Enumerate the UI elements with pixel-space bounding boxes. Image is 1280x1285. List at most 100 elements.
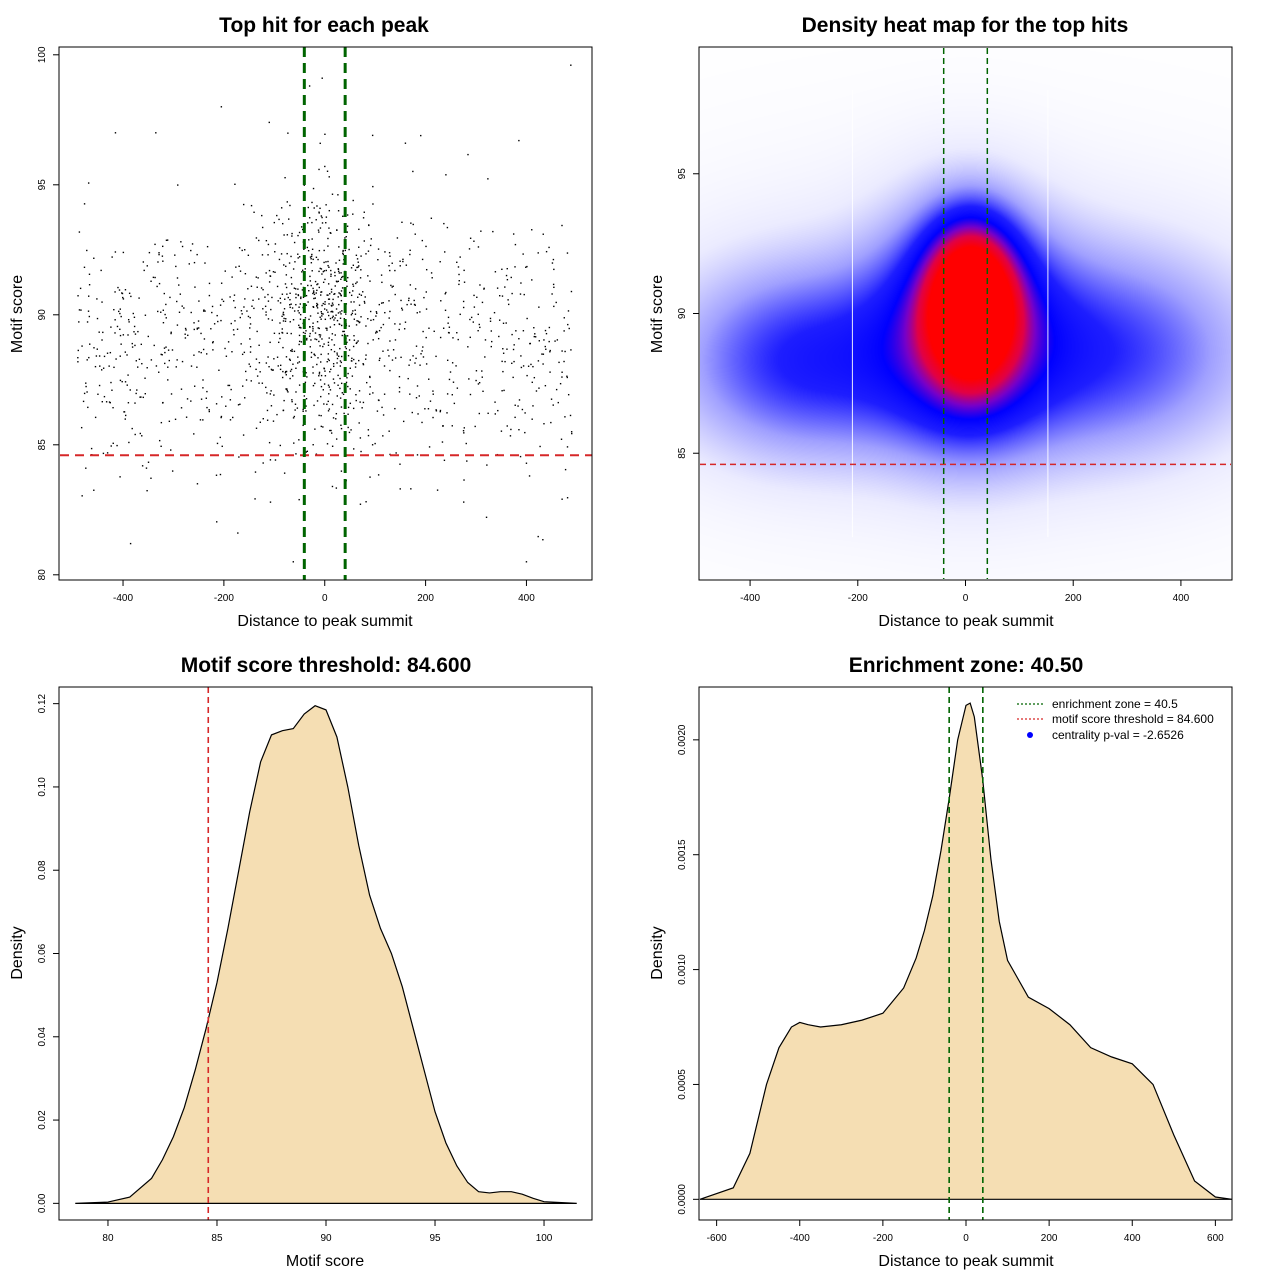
- scatter-point: [118, 289, 121, 291]
- scatter-point: [570, 431, 573, 433]
- scatter-point: [157, 310, 159, 313]
- scatter-point: [309, 256, 312, 258]
- scatter-point: [277, 341, 280, 344]
- scatter-point: [204, 310, 206, 312]
- scatter-point: [335, 262, 337, 264]
- scatter-point: [380, 326, 382, 329]
- scatter-point: [77, 349, 79, 352]
- scatter-point: [114, 132, 117, 134]
- scatter-point: [167, 379, 169, 381]
- scatter-point: [164, 362, 166, 365]
- scatter-point: [168, 420, 171, 423]
- scatter-point: [316, 283, 318, 286]
- scatter-point: [315, 219, 317, 221]
- scatter-point: [332, 363, 335, 365]
- scatter-point: [316, 321, 319, 323]
- scatter-point: [161, 354, 163, 356]
- scatter-point: [135, 360, 138, 362]
- scatter-point: [352, 290, 354, 292]
- scatter-point: [299, 318, 302, 320]
- scatter-point: [283, 264, 285, 266]
- scatter-point: [329, 389, 332, 391]
- scatter-point: [299, 303, 301, 305]
- scatter-point: [135, 392, 137, 395]
- scatter-point: [347, 385, 349, 388]
- scatter-point: [303, 395, 306, 397]
- scatter-point: [449, 371, 452, 373]
- scatter-point: [165, 346, 167, 348]
- scatter-point: [262, 418, 264, 420]
- scatter-point: [383, 365, 386, 367]
- scatter-point: [282, 222, 284, 225]
- scatter-point: [335, 280, 338, 282]
- scatter-point: [326, 443, 329, 445]
- scatter-point: [161, 245, 164, 248]
- scatter-point: [239, 316, 241, 319]
- scatter-point: [352, 310, 354, 312]
- scatter-point: [229, 399, 232, 401]
- scatter-point: [328, 298, 331, 300]
- scatter-point: [348, 248, 350, 251]
- scatter-point: [301, 271, 303, 273]
- scatter-point: [140, 343, 143, 346]
- scatter-point: [219, 436, 221, 439]
- scatter-point: [444, 309, 447, 312]
- scatter-point: [318, 375, 320, 377]
- scatter-point: [525, 266, 527, 268]
- scatter-point: [97, 393, 99, 395]
- scatter-point: [318, 231, 320, 233]
- scatter-point: [370, 319, 372, 322]
- scatter-point: [414, 288, 417, 290]
- scatter-point: [514, 266, 516, 268]
- scatter-point: [98, 331, 100, 333]
- scatter-point: [327, 294, 329, 296]
- scatter-point: [157, 261, 159, 263]
- scatter-point: [270, 405, 273, 407]
- scatter-point: [200, 332, 202, 335]
- scatter-point: [566, 252, 569, 254]
- scatter-point: [306, 376, 308, 378]
- scatter-point: [463, 281, 466, 283]
- scatter-point: [258, 298, 260, 300]
- scatter-point: [264, 296, 266, 298]
- scatter-point: [427, 408, 430, 410]
- scatter-point: [128, 441, 130, 444]
- scatter-point: [283, 234, 285, 236]
- scatter-point: [298, 439, 300, 441]
- scatter-point: [289, 292, 291, 295]
- scatter-point: [193, 322, 195, 324]
- scatter-point: [274, 459, 277, 461]
- scatter-point: [286, 252, 288, 255]
- scatter-point: [292, 561, 295, 563]
- scatter-point: [462, 306, 465, 309]
- scatter-x-axis: -400 -200 0 200 400: [113, 579, 535, 604]
- scatter-point: [269, 501, 272, 503]
- score-density-x-tick-label: 90: [320, 1233, 332, 1244]
- scatter-point: [337, 296, 339, 298]
- scatter-point: [108, 365, 110, 367]
- scatter-point: [197, 327, 200, 329]
- scatter-point: [378, 329, 381, 332]
- scatter-point: [331, 316, 334, 319]
- scatter-point: [259, 371, 261, 373]
- scatter-point: [276, 413, 278, 416]
- scatter-point: [510, 276, 512, 279]
- scatter-point: [332, 315, 334, 317]
- scatter-point: [232, 329, 235, 331]
- scatter-point: [319, 227, 322, 229]
- scatter-point: [521, 408, 524, 411]
- scatter-point: [324, 318, 327, 321]
- scatter-point: [550, 398, 553, 400]
- distance-density-y-label: Density: [649, 926, 666, 979]
- scatter-point: [311, 201, 313, 204]
- heatmap-x-axis: -400 -200 0 200 400: [740, 579, 1190, 604]
- scatter-point: [369, 280, 371, 282]
- scatter-point: [81, 345, 83, 347]
- scatter-point: [279, 337, 281, 340]
- scatter-point: [265, 386, 267, 389]
- scatter-point: [566, 497, 569, 499]
- scatter-point: [322, 270, 325, 273]
- scatter-point: [267, 254, 269, 256]
- scatter-point: [501, 295, 504, 297]
- scatter-point: [254, 471, 257, 473]
